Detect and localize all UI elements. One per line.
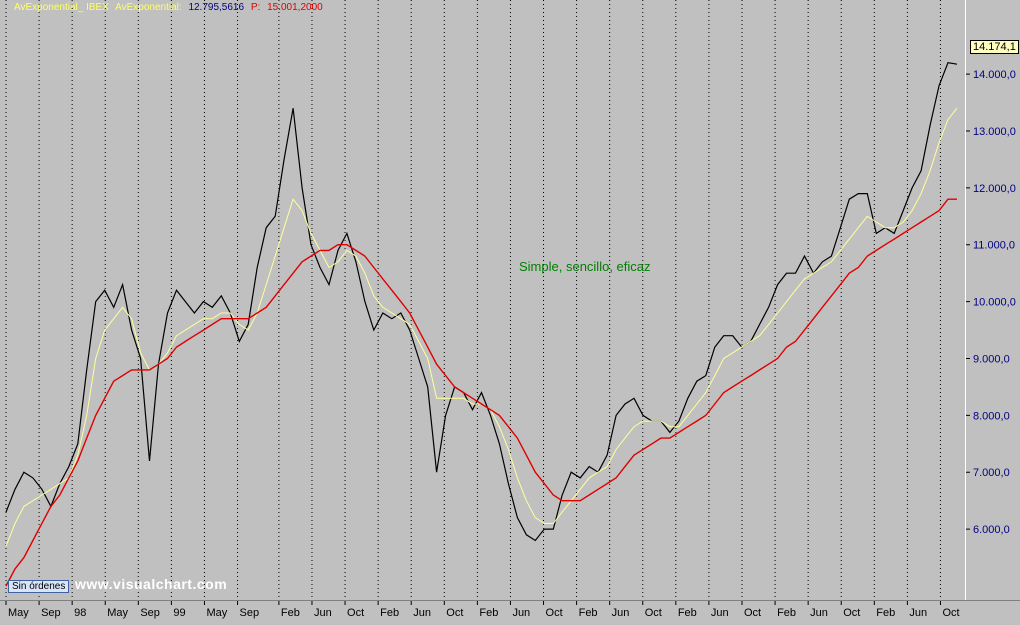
- x-tick-label: Oct: [843, 607, 860, 619]
- legend-p-label: P:: [250, 2, 261, 13]
- legend-indicator-value: 12.795,5616: [188, 2, 245, 13]
- y-tick-label: 14.000,0: [973, 69, 1016, 81]
- y-tick-label: 12.000,0: [973, 183, 1016, 195]
- y-tick-label: 7.000,0: [973, 467, 1010, 479]
- x-tick-label: Oct: [446, 607, 463, 619]
- orders-status-badge[interactable]: Sin órdenes: [8, 580, 70, 593]
- x-tick-label: Oct: [347, 607, 364, 619]
- x-tick-label: May: [107, 607, 128, 619]
- y-tick-label: 6.000,0: [973, 524, 1010, 536]
- x-axis: May Sep 98 May Sep 99 May Sep Feb Jun Oct Feb Jun Oct…: [0, 600, 1020, 620]
- y-tick-label: 9.000,0: [973, 353, 1010, 365]
- indicator-legend: AvExponential_ IBEX AvExponential: 12.79…: [14, 2, 327, 13]
- x-tick-label: Jun: [612, 607, 630, 619]
- legend-series-name: AvExponential_ IBEX: [14, 2, 109, 13]
- x-tick-label: Oct: [645, 607, 662, 619]
- x-tick-label: May: [8, 607, 29, 619]
- y-tick-label: 13.000,0: [973, 126, 1016, 138]
- x-tick-label: Jun: [711, 607, 729, 619]
- series-ema-fast: [5, 107, 958, 547]
- x-tick-label: Jun: [314, 607, 332, 619]
- y-tick-label: 11.000,0: [973, 240, 1015, 252]
- x-tick-label: Oct: [942, 607, 959, 619]
- y-axis-svg: 6.000,0 7.000,0 8.000,0 9.000,0 10.000,0 11.0…: [966, 69, 1016, 536]
- chart-annotation: Simple, sencillo, eficaz: [519, 259, 651, 274]
- x-tick-label: Feb: [579, 607, 598, 619]
- vertical-grid: [5, 0, 941, 600]
- x-tick-label: Sep: [240, 607, 260, 619]
- x-tick-label: Feb: [678, 607, 697, 619]
- x-tick-label: Sep: [41, 607, 61, 619]
- x-tick-label: Feb: [380, 607, 399, 619]
- x-tick-label: Jun: [810, 607, 828, 619]
- x-tick-label: Jun: [413, 607, 431, 619]
- x-tick-label: 98: [74, 607, 86, 619]
- x-tick-label: Feb: [479, 607, 498, 619]
- series-price: [5, 62, 958, 542]
- x-tick-label: 99: [173, 607, 185, 619]
- series-layer: [5, 62, 958, 587]
- y-axis: 6.000,0 7.000,0 8.000,0 9.000,0 10.000,0 11.0…: [965, 0, 1020, 600]
- last-price-marker: 14.174,1: [970, 40, 1019, 54]
- series-ema-slow: [5, 198, 957, 587]
- watermark: www.visualchart.com: [75, 576, 228, 592]
- x-tick-label: Oct: [546, 607, 563, 619]
- chart-svg: [5, 0, 958, 600]
- x-tick-label: Jun: [512, 607, 530, 619]
- x-axis-svg: May Sep 98 May Sep 99 May Sep Feb Jun Oct Feb Jun Oct…: [5, 601, 960, 619]
- x-tick-label: Oct: [744, 607, 761, 619]
- x-tick-label: Feb: [777, 607, 796, 619]
- y-tick-label: 10.000,0: [973, 297, 1016, 309]
- x-tick-label: Sep: [140, 607, 160, 619]
- legend-indicator-name: AvExponential:: [115, 2, 182, 13]
- x-tick-label: Jun: [909, 607, 927, 619]
- x-tick-label: Feb: [876, 607, 895, 619]
- legend-p-value: 15.001,2000: [267, 2, 323, 13]
- x-tick-label: May: [206, 607, 227, 619]
- y-tick-label: 8.000,0: [973, 410, 1010, 422]
- plot-area[interactable]: [0, 0, 965, 600]
- x-tick-label: Feb: [281, 607, 300, 619]
